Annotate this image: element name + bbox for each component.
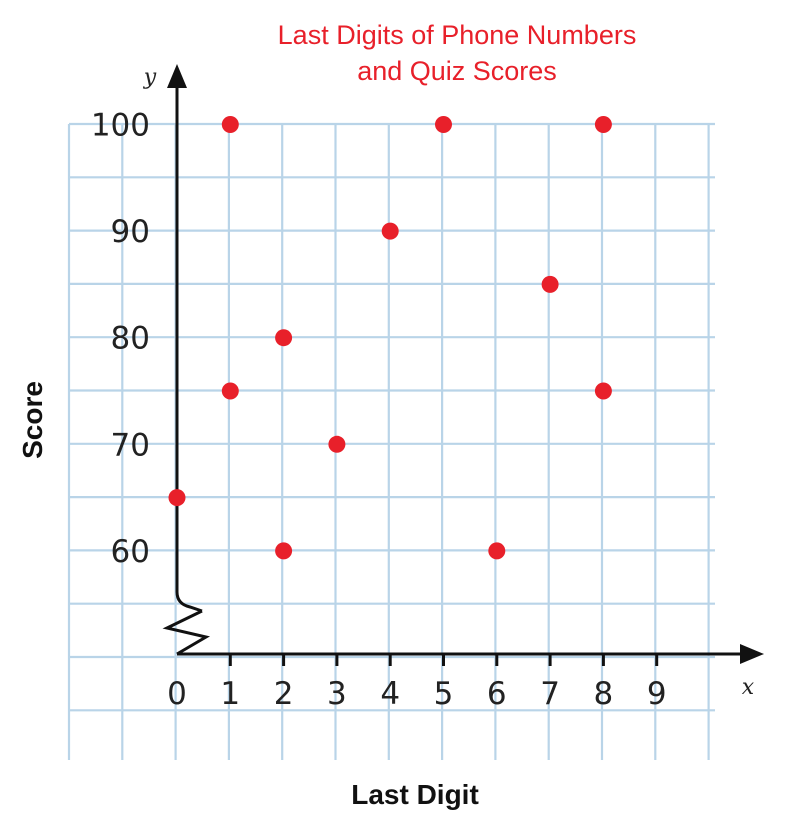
data-point (541, 275, 559, 293)
data-point (594, 382, 612, 400)
y-tick-labels: 60 70 80 90 100 (91, 108, 150, 570)
x-tick-label: 9 (647, 676, 667, 712)
y-axis-break (162, 609, 211, 656)
axes (162, 64, 764, 664)
y-axis-line (175, 84, 203, 613)
data-point (221, 382, 239, 400)
x-tick-label: 1 (220, 676, 240, 712)
data-point (488, 542, 506, 560)
x-tick-label: 5 (434, 676, 454, 712)
data-point (275, 542, 293, 560)
data-point (221, 116, 239, 133)
x-tick-label: 4 (380, 676, 400, 712)
y-tick-label: 100 (91, 108, 150, 144)
data-points (168, 116, 612, 560)
x-tick-label: 8 (594, 676, 614, 712)
data-point (381, 222, 399, 240)
chart-title-line-2: and Quiz Scores (357, 56, 557, 86)
y-tick-label: 80 (111, 321, 150, 357)
x-tick-label: 3 (327, 676, 347, 712)
y-axis-label: Score (17, 381, 48, 459)
y-tick-label: 90 (111, 214, 150, 250)
y-axis-name: y (143, 65, 157, 90)
chart-title-line-1: Last Digits of Phone Numbers (278, 20, 637, 50)
x-tick-label: 0 (167, 676, 187, 712)
y-tick-label: 60 (111, 534, 150, 570)
y-axis-arrow-icon (167, 64, 187, 88)
x-tick-label: 6 (487, 676, 507, 712)
grid (67, 122, 715, 760)
x-axis-label: Last Digit (351, 779, 479, 810)
data-point (168, 489, 186, 507)
data-point (328, 435, 346, 453)
x-axis-arrow-icon (740, 644, 764, 664)
y-tick-label: 70 (111, 427, 150, 463)
data-point (594, 116, 612, 133)
x-tick-label: 7 (540, 676, 560, 712)
x-axis-name: x (742, 675, 755, 700)
x-tick-label: 2 (274, 676, 294, 712)
data-point (435, 116, 452, 133)
data-point (275, 329, 293, 347)
